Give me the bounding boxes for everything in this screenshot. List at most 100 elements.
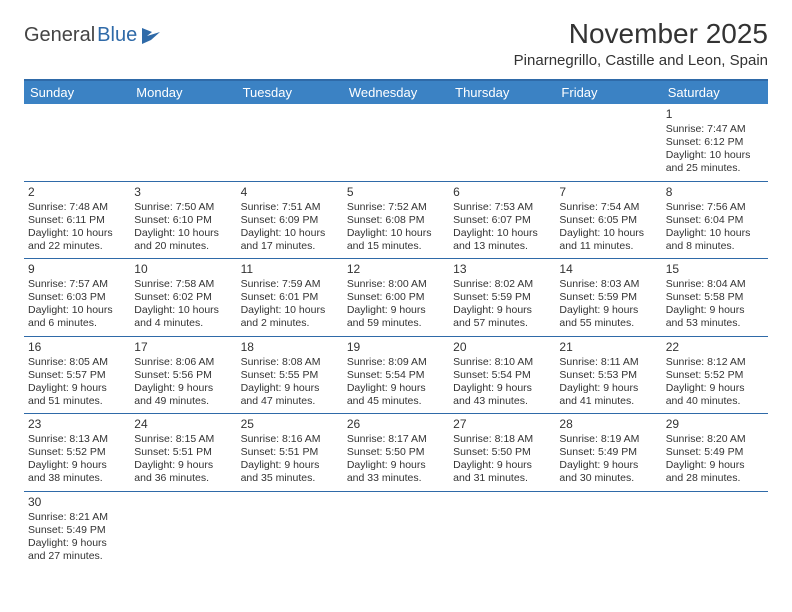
calendar-cell (662, 492, 768, 569)
sunset-line: Sunset: 6:09 PM (241, 214, 339, 227)
weekday-header: Monday (130, 81, 236, 104)
logo-text-2: Blue (97, 24, 137, 47)
sunrise-line: Sunrise: 8:17 AM (347, 433, 445, 446)
daylight-line: Daylight: 9 hours and 30 minutes. (559, 459, 657, 485)
sunset-line: Sunset: 6:12 PM (666, 136, 764, 149)
calendar-cell (130, 492, 236, 569)
calendar-cell: 1Sunrise: 7:47 AMSunset: 6:12 PMDaylight… (662, 104, 768, 182)
sunset-line: Sunset: 5:56 PM (134, 369, 232, 382)
day-number: 7 (559, 185, 657, 200)
header: GeneralBlue November 2025 Pinarnegrillo,… (24, 18, 768, 69)
sunrise-line: Sunrise: 7:48 AM (28, 201, 126, 214)
calendar-cell: 5Sunrise: 7:52 AMSunset: 6:08 PMDaylight… (343, 182, 449, 260)
daylight-line: Daylight: 9 hours and 49 minutes. (134, 382, 232, 408)
daylight-line: Daylight: 10 hours and 11 minutes. (559, 227, 657, 253)
logo-text-1: General (24, 24, 95, 47)
sunset-line: Sunset: 5:55 PM (241, 369, 339, 382)
daylight-line: Daylight: 10 hours and 25 minutes. (666, 149, 764, 175)
calendar-cell (449, 104, 555, 182)
sunset-line: Sunset: 6:07 PM (453, 214, 551, 227)
sunset-line: Sunset: 5:54 PM (453, 369, 551, 382)
sunset-line: Sunset: 5:59 PM (453, 291, 551, 304)
sunset-line: Sunset: 6:11 PM (28, 214, 126, 227)
calendar-cell: 25Sunrise: 8:16 AMSunset: 5:51 PMDayligh… (237, 414, 343, 492)
sunrise-line: Sunrise: 8:16 AM (241, 433, 339, 446)
sunset-line: Sunset: 5:49 PM (666, 446, 764, 459)
daylight-line: Daylight: 9 hours and 57 minutes. (453, 304, 551, 330)
sunset-line: Sunset: 6:00 PM (347, 291, 445, 304)
day-number: 22 (666, 340, 764, 355)
logo: GeneralBlue (24, 24, 168, 47)
calendar-cell: 8Sunrise: 7:56 AMSunset: 6:04 PMDaylight… (662, 182, 768, 260)
sunrise-line: Sunrise: 7:53 AM (453, 201, 551, 214)
calendar-cell: 13Sunrise: 8:02 AMSunset: 5:59 PMDayligh… (449, 259, 555, 337)
calendar-cell: 9Sunrise: 7:57 AMSunset: 6:03 PMDaylight… (24, 259, 130, 337)
sunset-line: Sunset: 6:10 PM (134, 214, 232, 227)
sunrise-line: Sunrise: 8:02 AM (453, 278, 551, 291)
sunset-line: Sunset: 6:04 PM (666, 214, 764, 227)
weekday-header: Wednesday (343, 81, 449, 104)
day-number: 28 (559, 417, 657, 432)
sunrise-line: Sunrise: 8:12 AM (666, 356, 764, 369)
day-number: 12 (347, 262, 445, 277)
daylight-line: Daylight: 10 hours and 13 minutes. (453, 227, 551, 253)
calendar-cell: 26Sunrise: 8:17 AMSunset: 5:50 PMDayligh… (343, 414, 449, 492)
calendar-cell: 20Sunrise: 8:10 AMSunset: 5:54 PMDayligh… (449, 337, 555, 415)
calendar-cell: 12Sunrise: 8:00 AMSunset: 6:00 PMDayligh… (343, 259, 449, 337)
sunset-line: Sunset: 5:51 PM (241, 446, 339, 459)
sunrise-line: Sunrise: 8:18 AM (453, 433, 551, 446)
calendar-cell: 10Sunrise: 7:58 AMSunset: 6:02 PMDayligh… (130, 259, 236, 337)
sunrise-line: Sunrise: 7:59 AM (241, 278, 339, 291)
daylight-line: Daylight: 9 hours and 31 minutes. (453, 459, 551, 485)
weekday-header: Thursday (449, 81, 555, 104)
sunset-line: Sunset: 5:54 PM (347, 369, 445, 382)
daylight-line: Daylight: 10 hours and 20 minutes. (134, 227, 232, 253)
sunrise-line: Sunrise: 8:21 AM (28, 511, 126, 524)
calendar-cell: 28Sunrise: 8:19 AMSunset: 5:49 PMDayligh… (555, 414, 661, 492)
calendar-cell: 14Sunrise: 8:03 AMSunset: 5:59 PMDayligh… (555, 259, 661, 337)
calendar-cell: 24Sunrise: 8:15 AMSunset: 5:51 PMDayligh… (130, 414, 236, 492)
sunrise-line: Sunrise: 8:08 AM (241, 356, 339, 369)
sunset-line: Sunset: 5:52 PM (28, 446, 126, 459)
sunset-line: Sunset: 6:05 PM (559, 214, 657, 227)
calendar: SundayMondayTuesdayWednesdayThursdayFrid… (24, 79, 768, 568)
day-number: 19 (347, 340, 445, 355)
location: Pinarnegrillo, Castille and Leon, Spain (514, 52, 768, 69)
sunrise-line: Sunrise: 8:06 AM (134, 356, 232, 369)
daylight-line: Daylight: 9 hours and 33 minutes. (347, 459, 445, 485)
calendar-cell: 3Sunrise: 7:50 AMSunset: 6:10 PMDaylight… (130, 182, 236, 260)
day-number: 2 (28, 185, 126, 200)
calendar-cell (343, 104, 449, 182)
sunrise-line: Sunrise: 8:04 AM (666, 278, 764, 291)
day-number: 11 (241, 262, 339, 277)
weekday-header: Saturday (662, 81, 768, 104)
daylight-line: Daylight: 9 hours and 59 minutes. (347, 304, 445, 330)
weekday-header: Sunday (24, 81, 130, 104)
day-number: 27 (453, 417, 551, 432)
calendar-cell (555, 492, 661, 569)
sunrise-line: Sunrise: 8:03 AM (559, 278, 657, 291)
sunrise-line: Sunrise: 7:58 AM (134, 278, 232, 291)
sunrise-line: Sunrise: 7:50 AM (134, 201, 232, 214)
daylight-line: Daylight: 10 hours and 8 minutes. (666, 227, 764, 253)
calendar-cell: 21Sunrise: 8:11 AMSunset: 5:53 PMDayligh… (555, 337, 661, 415)
calendar-cell: 15Sunrise: 8:04 AMSunset: 5:58 PMDayligh… (662, 259, 768, 337)
sunrise-line: Sunrise: 7:56 AM (666, 201, 764, 214)
day-number: 30 (28, 495, 126, 510)
daylight-line: Daylight: 9 hours and 55 minutes. (559, 304, 657, 330)
sunrise-line: Sunrise: 7:47 AM (666, 123, 764, 136)
daylight-line: Daylight: 9 hours and 41 minutes. (559, 382, 657, 408)
day-number: 4 (241, 185, 339, 200)
calendar-cell: 7Sunrise: 7:54 AMSunset: 6:05 PMDaylight… (555, 182, 661, 260)
daylight-line: Daylight: 10 hours and 17 minutes. (241, 227, 339, 253)
sunset-line: Sunset: 6:08 PM (347, 214, 445, 227)
day-number: 15 (666, 262, 764, 277)
sunset-line: Sunset: 5:49 PM (559, 446, 657, 459)
calendar-cell: 18Sunrise: 8:08 AMSunset: 5:55 PMDayligh… (237, 337, 343, 415)
daylight-line: Daylight: 9 hours and 47 minutes. (241, 382, 339, 408)
daylight-line: Daylight: 9 hours and 38 minutes. (28, 459, 126, 485)
calendar-cell (449, 492, 555, 569)
daylight-line: Daylight: 10 hours and 22 minutes. (28, 227, 126, 253)
daylight-line: Daylight: 9 hours and 45 minutes. (347, 382, 445, 408)
day-number: 9 (28, 262, 126, 277)
